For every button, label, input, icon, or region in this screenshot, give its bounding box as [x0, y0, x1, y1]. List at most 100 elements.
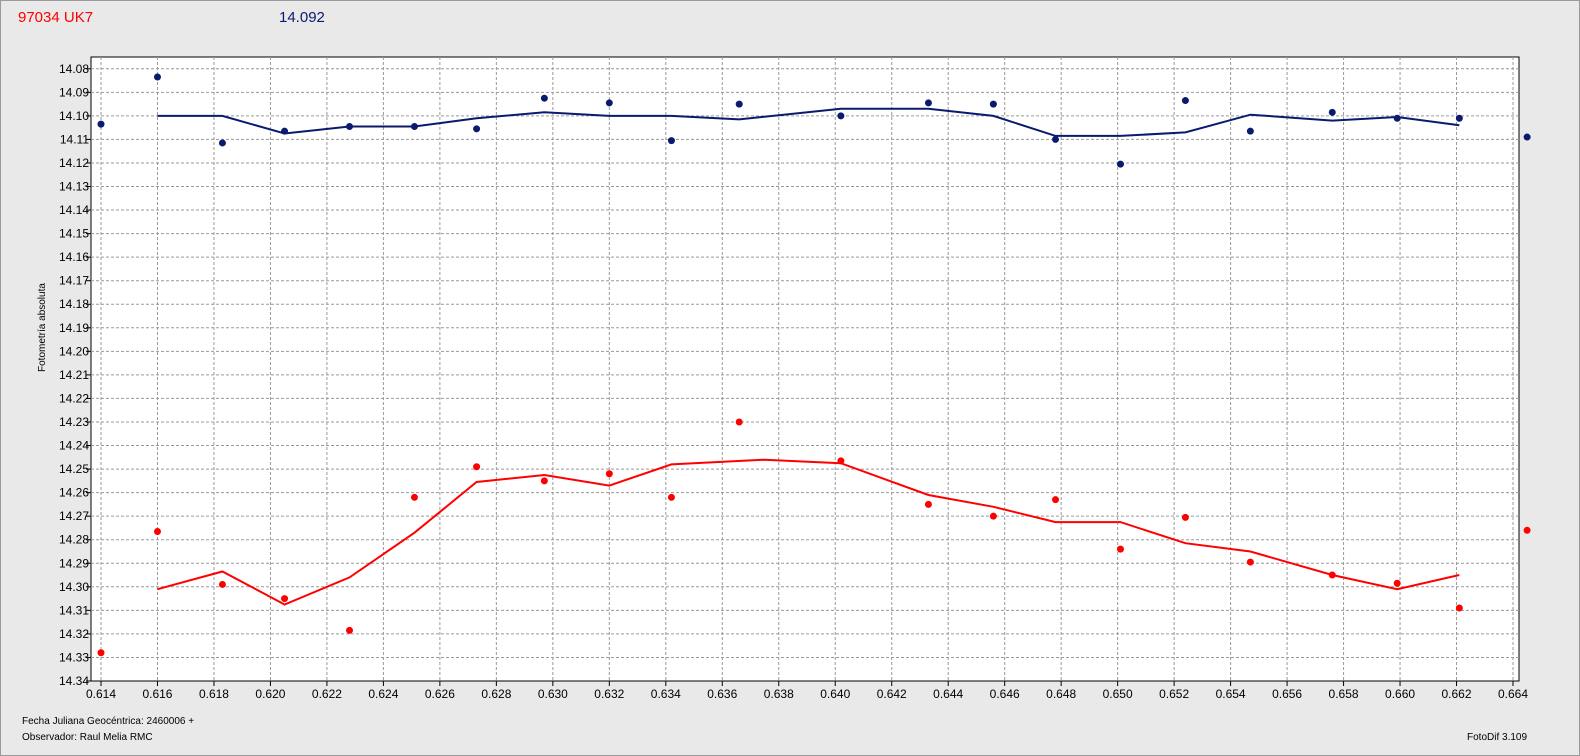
x-tick-label: 0.650 [1103, 687, 1133, 701]
y-axis-label: Fotometría absoluta [37, 283, 48, 372]
y-tick-label: 14.10 [59, 109, 89, 123]
y-tick-label: 14.28 [59, 533, 89, 547]
x-tick-label: 0.618 [199, 687, 229, 701]
data-point [473, 125, 481, 133]
x-tick-label: 0.622 [312, 687, 342, 701]
x-tick-label: 0.616 [142, 687, 172, 701]
y-tick-label: 14.16 [59, 250, 89, 264]
data-point [473, 463, 481, 471]
data-point [1246, 558, 1254, 566]
y-tick-label: 14.22 [59, 391, 89, 405]
data-point [1328, 571, 1336, 579]
y-tick-label: 14.26 [59, 486, 89, 500]
y-tick-label: 14.08 [59, 62, 89, 76]
data-point [1455, 604, 1463, 612]
y-tick-label: 14.12 [59, 156, 89, 170]
data-point [410, 493, 418, 501]
x-tick-label: 0.654 [1216, 687, 1246, 701]
x-tick-label: 0.630 [538, 687, 568, 701]
data-point [218, 580, 226, 588]
data-point [540, 94, 548, 102]
version-label: FotoDif 3.109 [1467, 732, 1528, 743]
x-tick-label: 0.638 [764, 687, 794, 701]
y-tick-label: 14.31 [59, 603, 89, 617]
data-point [1523, 133, 1531, 141]
x-tick-label: 0.656 [1272, 687, 1302, 701]
x-axis-ticks: 0.614 0.616 0.618 0.620 0.622 0.624 0.626 0.628… [86, 681, 1528, 701]
y-tick-label: 14.33 [59, 650, 89, 664]
data-point [1246, 127, 1254, 135]
data-point [1523, 526, 1531, 534]
data-point [837, 457, 845, 465]
x-tick-label: 0.648 [1046, 687, 1076, 701]
x-tick-label: 0.634 [651, 687, 681, 701]
y-tick-label: 14.13 [59, 180, 89, 194]
data-point [1328, 108, 1336, 116]
y-tick-label: 14.18 [59, 297, 89, 311]
magnitude-value: 14.092 [279, 9, 325, 26]
data-point [735, 100, 743, 108]
x-tick-label: 0.642 [877, 687, 907, 701]
data-point [605, 470, 613, 478]
data-point [153, 527, 161, 535]
data-point [1116, 545, 1124, 553]
object-name: 97034 UK7 [18, 9, 94, 26]
data-point [924, 99, 932, 107]
data-point [153, 73, 161, 81]
data-point [540, 477, 548, 485]
data-point [1393, 579, 1401, 587]
grid-lines [91, 57, 1519, 681]
data-point [1181, 97, 1189, 105]
julian-date-label: Fecha Juliana Geocéntrica: 2460006 + [22, 716, 195, 727]
x-tick-label: 0.644 [933, 687, 963, 701]
data-point [1052, 496, 1060, 504]
x-tick-label: 0.662 [1442, 687, 1472, 701]
observer-label: Observador: Raul Melia RMC [22, 732, 153, 743]
data-point [346, 626, 354, 634]
y-tick-label: 14.27 [59, 509, 89, 523]
data-point [410, 122, 418, 130]
trend-line [157, 107, 1460, 137]
data-point [605, 99, 613, 107]
y-tick-label: 14.17 [59, 274, 89, 288]
data-point [97, 649, 105, 657]
data-series [97, 73, 1531, 657]
y-tick-label: 14.19 [59, 321, 89, 335]
trend-line [157, 458, 1460, 606]
x-tick-label: 0.626 [425, 687, 455, 701]
x-tick-label: 0.628 [481, 687, 511, 701]
y-tick-label: 14.23 [59, 415, 89, 429]
data-point [1181, 513, 1189, 521]
data-point [281, 595, 289, 603]
data-point [346, 122, 354, 130]
y-tick-label: 14.30 [59, 580, 89, 594]
data-point [924, 500, 932, 508]
data-point [667, 137, 675, 145]
y-tick-label: 14.15 [59, 227, 89, 241]
data-point [1052, 135, 1060, 143]
y-tick-label: 14.32 [59, 627, 89, 641]
data-point [281, 127, 289, 135]
data-point [97, 120, 105, 128]
x-tick-label: 0.660 [1385, 687, 1415, 701]
x-tick-label: 0.652 [1159, 687, 1189, 701]
data-point [1393, 114, 1401, 122]
x-tick-label: 0.646 [990, 687, 1020, 701]
x-tick-label: 0.636 [707, 687, 737, 701]
data-point [735, 418, 743, 426]
y-tick-label: 14.34 [59, 674, 89, 688]
x-tick-label: 0.614 [86, 687, 116, 701]
data-point [989, 512, 997, 520]
x-tick-label: 0.640 [820, 687, 850, 701]
x-tick-label: 0.632 [594, 687, 624, 701]
data-point [1455, 114, 1463, 122]
x-tick-label: 0.658 [1329, 687, 1359, 701]
data-point [989, 100, 997, 108]
y-tick-label: 14.20 [59, 344, 89, 358]
data-point [667, 493, 675, 501]
y-tick-label: 14.11 [60, 132, 89, 146]
plot-area [90, 56, 1520, 682]
y-tick-label: 14.29 [59, 556, 89, 570]
data-point [218, 139, 226, 147]
